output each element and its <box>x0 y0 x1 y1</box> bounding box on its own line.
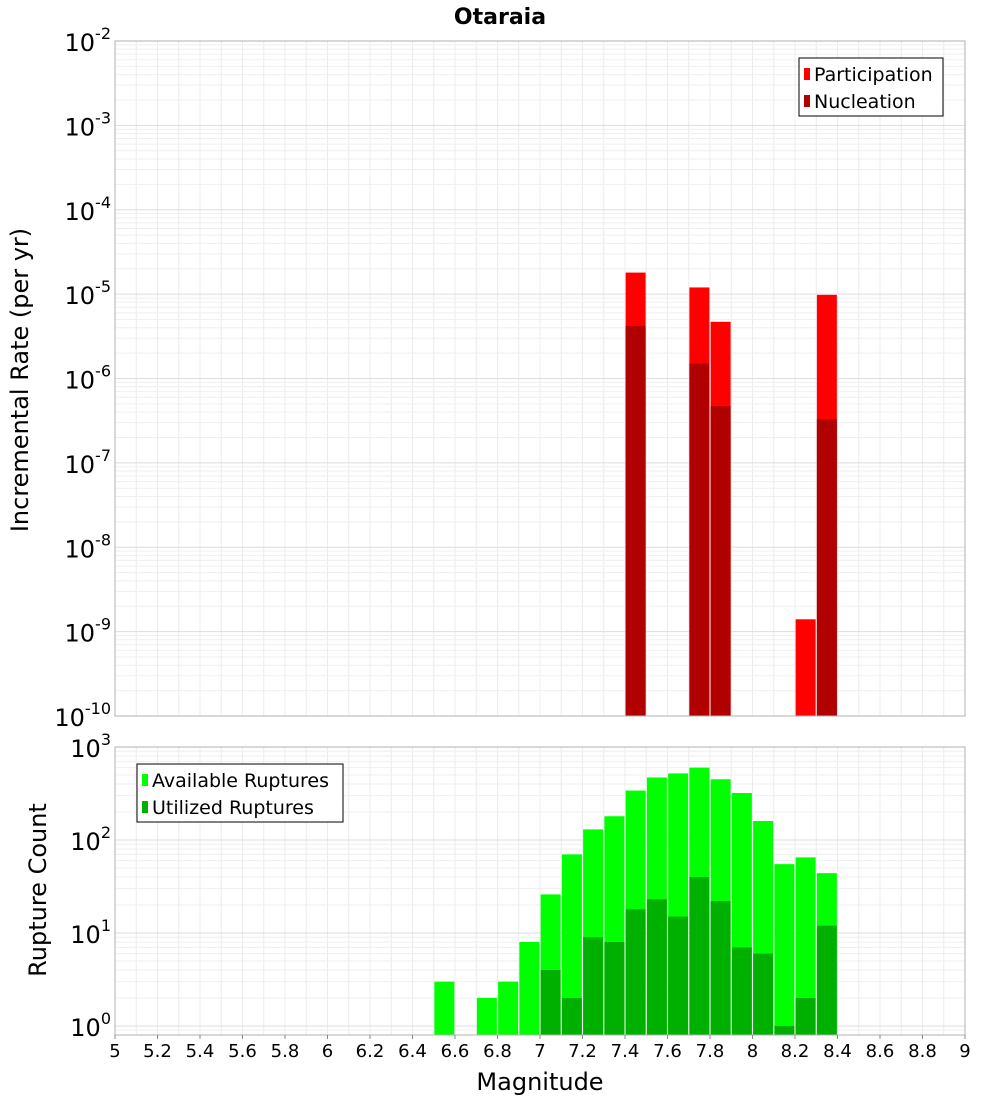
x-tick-label: 7.8 <box>696 1041 725 1062</box>
y-tick-label: 10-7 <box>65 446 112 479</box>
x-tick-label: 6.2 <box>356 1041 385 1062</box>
bar <box>731 947 752 1035</box>
bar <box>795 997 816 1035</box>
y-tick-label: 10-6 <box>65 362 112 395</box>
y-tick-label: 10-2 <box>65 24 112 57</box>
bar <box>689 877 710 1035</box>
bar <box>795 619 816 716</box>
bar <box>816 419 837 716</box>
bar <box>625 909 646 1035</box>
x-tick-label: 8.4 <box>823 1041 852 1062</box>
bar <box>519 942 540 1035</box>
legend-swatch <box>804 95 810 107</box>
y-tick-label: 103 <box>70 730 111 763</box>
series-utilized-ruptures <box>540 877 837 1035</box>
x-axis-label: Magnitude <box>476 1068 603 1096</box>
bar <box>816 925 837 1035</box>
bottom-y-axis-label: Rupture Count <box>24 803 52 977</box>
legend-label: Nucleation <box>814 91 916 113</box>
x-tick-label: 9 <box>959 1041 970 1062</box>
legend-box <box>136 763 344 823</box>
bar <box>583 937 604 1035</box>
legend: Participation Nucleation <box>798 57 944 117</box>
x-tick-label: 5.4 <box>186 1041 215 1062</box>
x-tick-label: 5.6 <box>228 1041 257 1062</box>
bar <box>604 942 625 1035</box>
x-tick-label: 5.2 <box>143 1041 172 1062</box>
legend: Available Ruptures Utilized Ruptures <box>136 763 344 823</box>
bar <box>646 899 667 1035</box>
x-tick-label: 7.2 <box>568 1041 597 1062</box>
top-y-axis-label: Incremental Rate (per yr) <box>6 228 34 532</box>
bar <box>710 901 731 1035</box>
bar <box>668 916 689 1035</box>
legend-swatch <box>142 774 148 786</box>
y-tick-label: 10-8 <box>65 530 112 563</box>
x-tick-label: 8.6 <box>866 1041 895 1062</box>
legend-label: Available Ruptures <box>152 770 329 792</box>
grid <box>114 40 966 717</box>
bar <box>689 363 710 716</box>
x-tick-label: 5 <box>109 1041 120 1062</box>
bar <box>540 969 561 1035</box>
bar <box>434 981 455 1035</box>
bar <box>625 325 646 716</box>
bottom-plot-panel: 100 101 102 103 5 5.2 5.4 5.6 5.8 6 6.2 6.4 6.6 6.8 7 7… <box>70 730 970 1062</box>
x-tick-label: 6.4 <box>398 1041 427 1062</box>
y-tick-label: 10-9 <box>65 615 112 648</box>
bar <box>774 864 795 1035</box>
x-tick-label: 7.6 <box>653 1041 682 1062</box>
bar <box>795 857 816 1035</box>
chart-title: Otaraia <box>454 5 546 30</box>
legend-swatch <box>804 68 810 80</box>
bar <box>774 1025 795 1035</box>
bar <box>476 997 497 1035</box>
legend-swatch <box>142 801 148 813</box>
bar <box>498 981 519 1035</box>
x-tick-label: 8.2 <box>781 1041 810 1062</box>
x-tick-label: 8 <box>747 1041 758 1062</box>
bar <box>710 406 731 716</box>
top-plot-panel: 10-10 10-9 10-8 10-7 10-6 10-5 10-4 10-3 10-2 Par… <box>54 24 966 732</box>
x-tick-label: 6.6 <box>441 1041 470 1062</box>
bar <box>561 997 582 1035</box>
y-tick-label: 102 <box>70 823 111 856</box>
x-tick-label: 5.8 <box>271 1041 300 1062</box>
x-tick-label: 7.4 <box>611 1041 640 1062</box>
y-tick-label: 101 <box>70 916 111 949</box>
y-tick-label: 100 <box>70 1009 111 1042</box>
x-tick-label: 6 <box>322 1041 333 1062</box>
legend-box <box>798 57 944 117</box>
y-tick-label: 10-3 <box>65 108 112 141</box>
x-tick-label: 8.8 <box>908 1041 937 1062</box>
x-tick-label: 7 <box>534 1041 545 1062</box>
legend-label: Participation <box>814 64 933 86</box>
series-nucleation <box>625 325 837 716</box>
y-tick-label: 10-4 <box>65 193 112 226</box>
bar <box>561 854 582 1035</box>
x-tick-label: 6.8 <box>483 1041 512 1062</box>
legend-label: Utilized Ruptures <box>152 797 314 819</box>
plot-frame <box>114 40 966 717</box>
bar <box>753 953 774 1035</box>
y-tick-label: 10-10 <box>54 699 111 732</box>
y-tick-label: 10-5 <box>65 277 112 310</box>
